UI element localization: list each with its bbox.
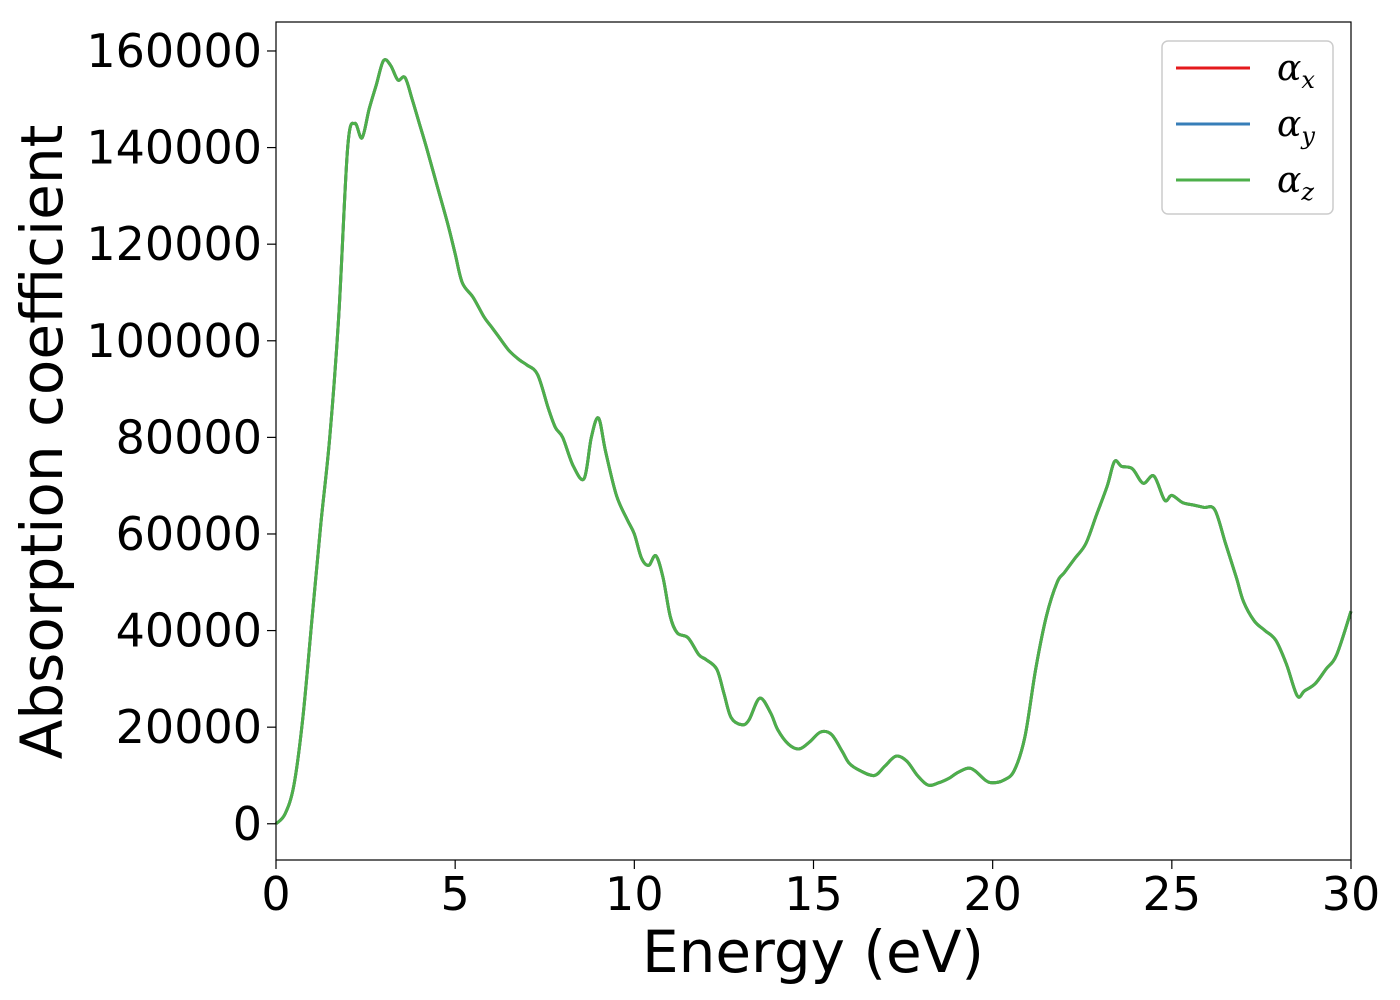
x-tick-label: 0 bbox=[261, 867, 290, 921]
series-line-alpha-z bbox=[274, 58, 1353, 825]
x-tick-label: 20 bbox=[963, 867, 1022, 921]
legend-label-alpha-y: αy bbox=[1277, 104, 1315, 150]
x-tick-label: 30 bbox=[1322, 867, 1381, 921]
y-axis-label: Absorption coefficient bbox=[8, 125, 76, 760]
x-tick-label: 25 bbox=[1143, 867, 1202, 921]
y-tick-label: 100000 bbox=[86, 314, 262, 368]
y-tick-label: 140000 bbox=[86, 121, 262, 175]
series-lines bbox=[274, 58, 1353, 825]
y-axis-ticks: 0 20000 40000 60000 80000 100000 120000 140000 1… bbox=[86, 24, 276, 851]
y-tick-label: 120000 bbox=[86, 217, 262, 271]
x-tick-label: 15 bbox=[784, 867, 843, 921]
y-tick-label: 20000 bbox=[116, 700, 262, 754]
x-tick-label: 5 bbox=[441, 867, 470, 921]
y-tick-label: 80000 bbox=[116, 410, 262, 464]
x-tick-label: 10 bbox=[605, 867, 664, 921]
y-tick-label: 40000 bbox=[116, 604, 262, 658]
legend: αx αy αz bbox=[1161, 40, 1334, 215]
y-tick-label: 0 bbox=[233, 797, 262, 851]
x-axis-label: Energy (eV) bbox=[642, 918, 984, 986]
y-tick-label: 160000 bbox=[86, 24, 262, 78]
x-axis-ticks: 0 5 10 15 20 25 30 bbox=[261, 860, 1380, 921]
legend-label-alpha-x: αx bbox=[1277, 48, 1315, 94]
legend-box bbox=[1161, 40, 1334, 215]
y-tick-label: 60000 bbox=[116, 507, 262, 561]
legend-label-alpha-z: αz bbox=[1277, 160, 1314, 206]
